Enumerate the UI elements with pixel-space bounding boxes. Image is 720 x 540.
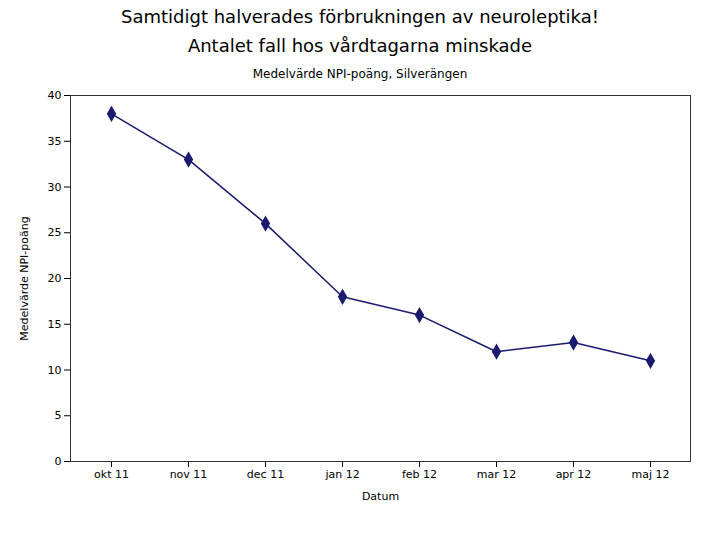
svg-text:20: 20 [48,272,62,285]
svg-text:feb 12: feb 12 [402,468,437,481]
svg-text:5: 5 [55,409,62,422]
svg-text:15: 15 [48,318,62,331]
svg-text:okt 11: okt 11 [94,468,129,481]
svg-text:nov 11: nov 11 [170,468,208,481]
svg-text:Medelvärde NPI-poäng: Medelvärde NPI-poäng [18,216,31,340]
html-text:Antalet fall hos vårdtagarna m: Antalet fall hos vårdtagarna minskade [187,34,533,56]
svg-text:0: 0 [55,455,62,468]
svg-text:35: 35 [48,135,62,148]
svg-text:maj 12: maj 12 [631,468,669,481]
html-text:Samtidigt halverades förbrukni: Samtidigt halverades förbrukningen av ne… [121,6,599,27]
svg-text:apr 12: apr 12 [556,468,592,481]
html-text:Medelvärde NPI-poäng, Silverän: Medelvärde NPI-poäng, Silverängen [252,67,468,81]
svg-text:40: 40 [48,89,62,102]
svg-text:10: 10 [48,364,62,377]
svg-text:Datum: Datum [362,490,399,503]
svg-text:25: 25 [48,226,62,239]
svg-text:jan 12: jan 12 [324,468,359,481]
svg-text:dec 11: dec 11 [247,468,284,481]
svg-text:mar 12: mar 12 [477,468,516,481]
svg-text:30: 30 [48,181,62,194]
